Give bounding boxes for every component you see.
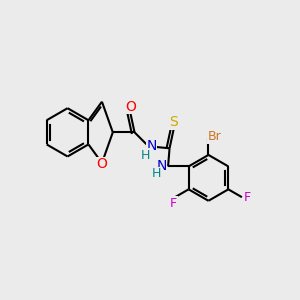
Text: Br: Br bbox=[208, 130, 222, 143]
Text: H: H bbox=[152, 167, 161, 180]
Text: S: S bbox=[169, 115, 178, 129]
Text: F: F bbox=[170, 196, 177, 210]
Text: N: N bbox=[156, 159, 167, 173]
Text: O: O bbox=[125, 100, 136, 113]
Text: H: H bbox=[141, 148, 150, 162]
Text: O: O bbox=[97, 158, 107, 171]
Text: N: N bbox=[146, 139, 157, 153]
Text: F: F bbox=[244, 191, 251, 204]
